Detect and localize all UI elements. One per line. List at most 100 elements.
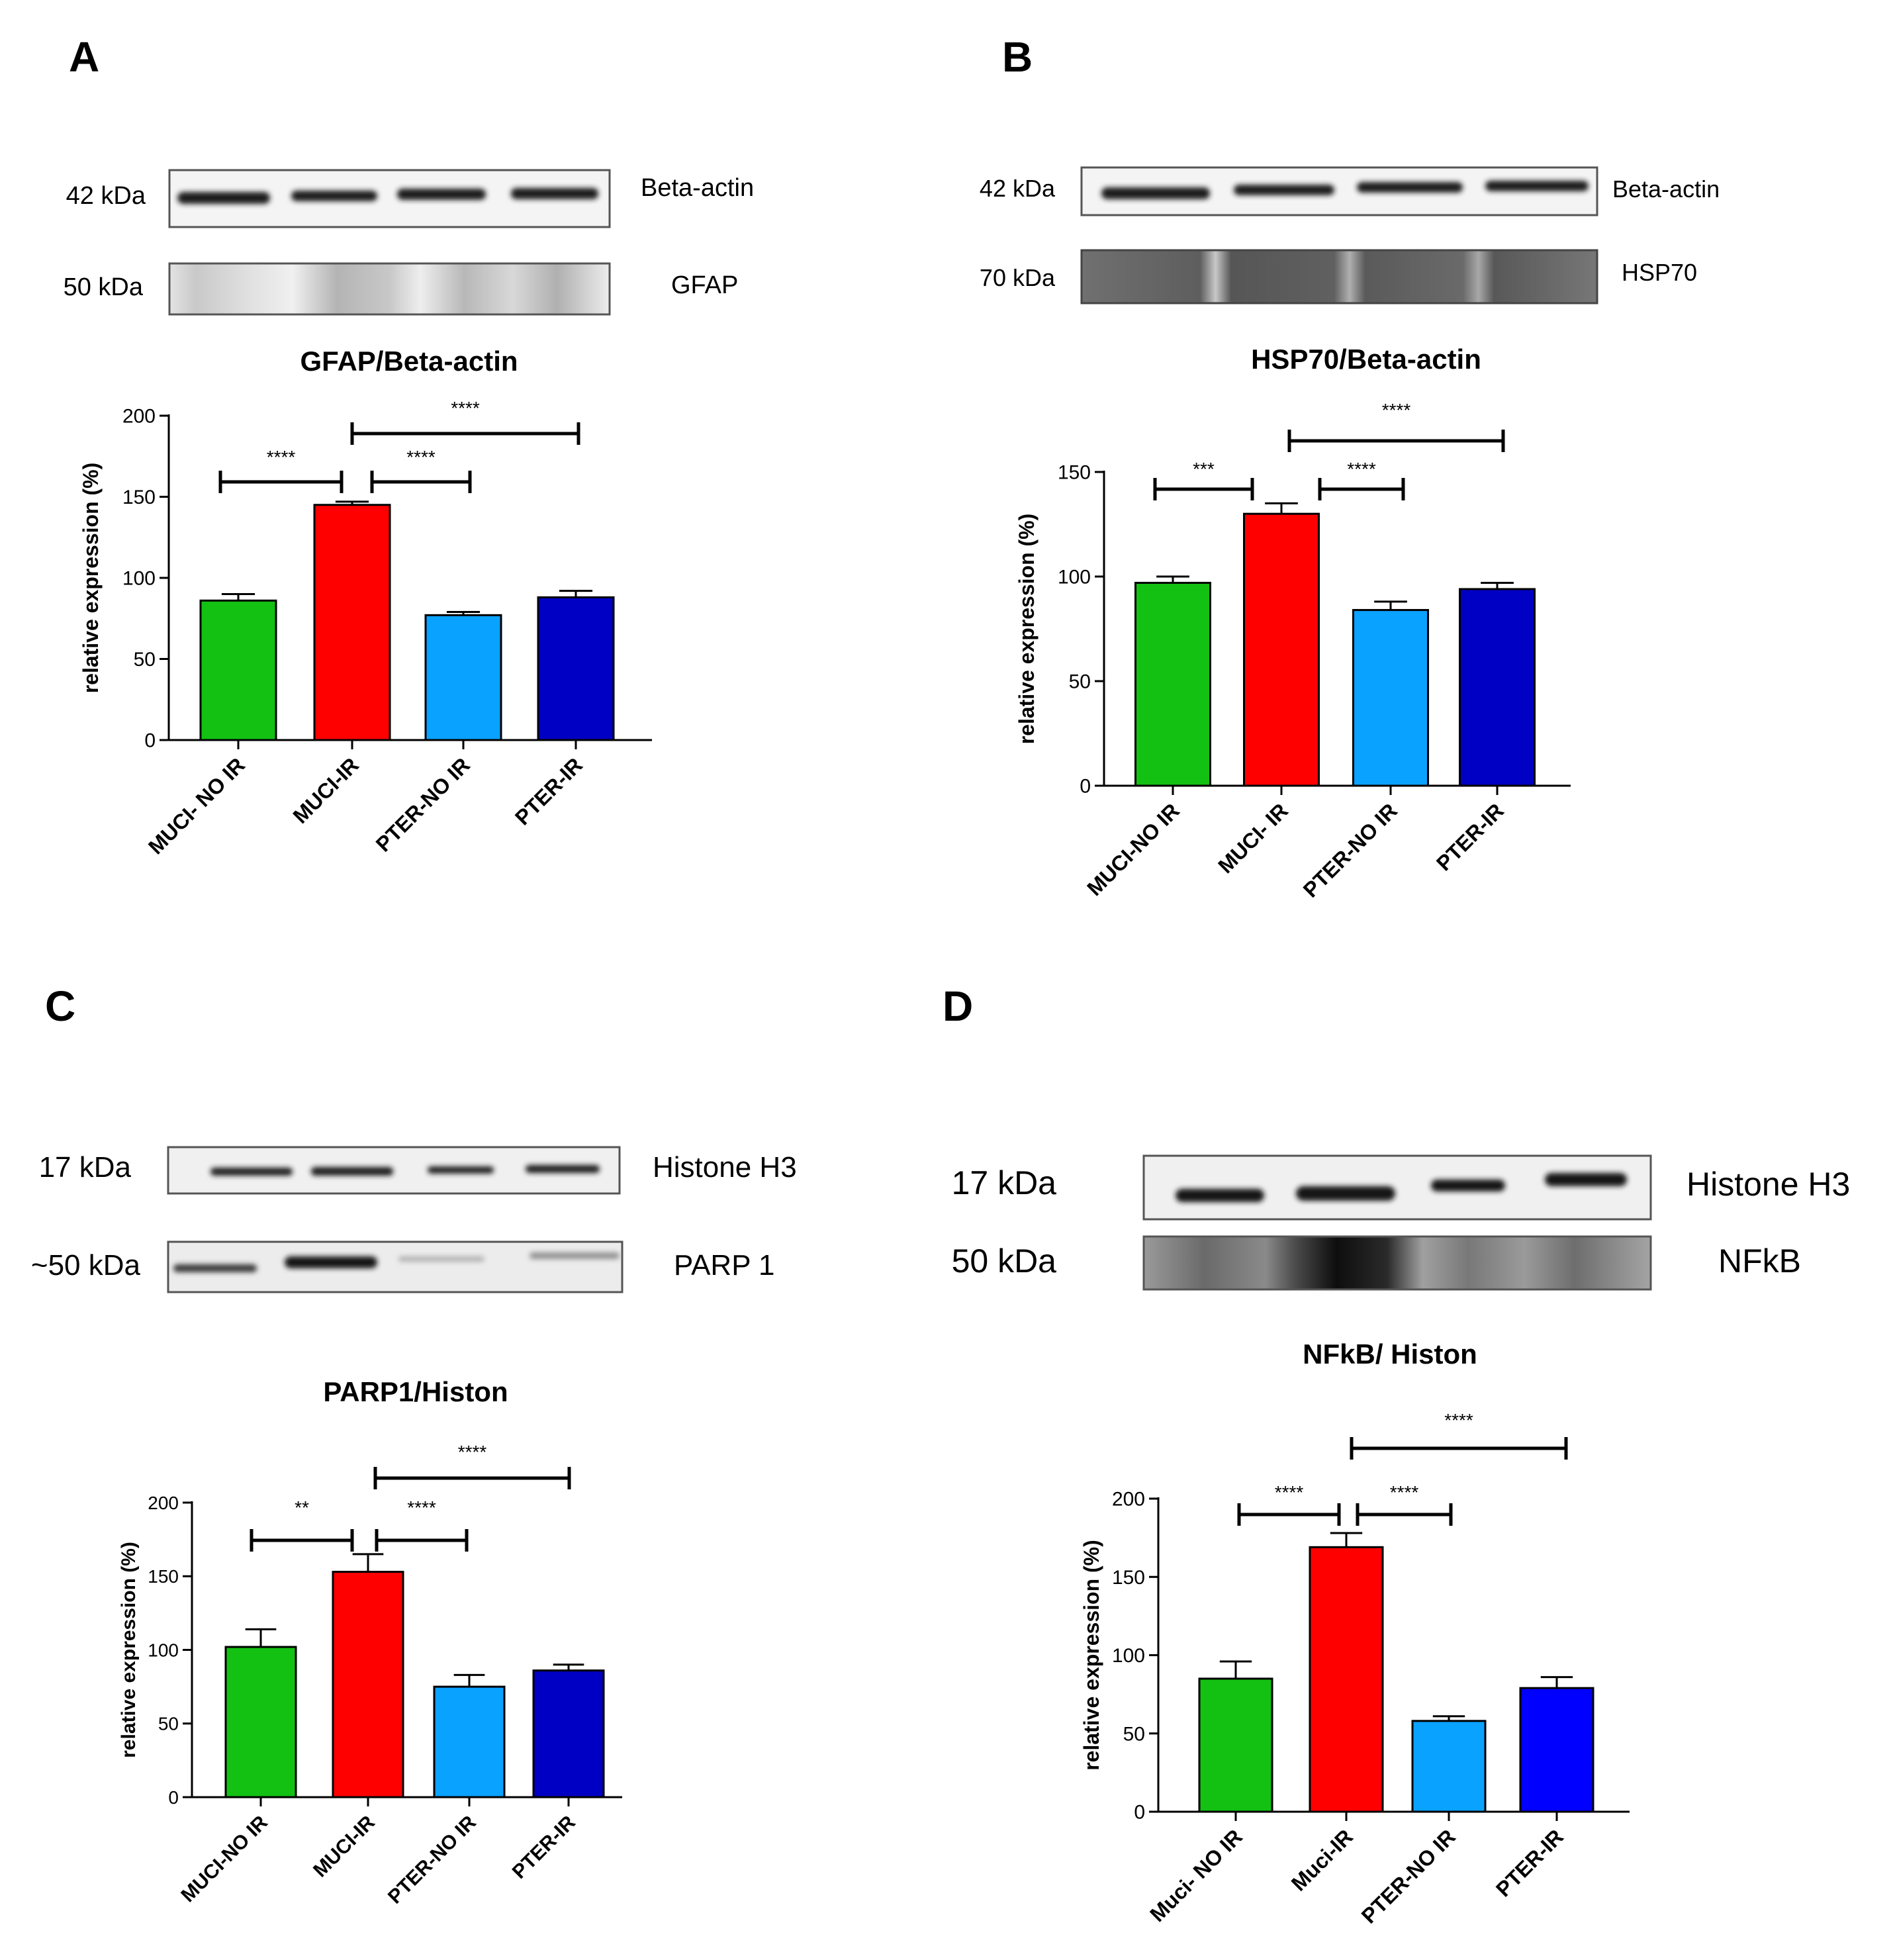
panel-letter-c: C	[45, 982, 75, 1030]
y-tick-label: 0	[1134, 1802, 1145, 1824]
x-category-label: MUCI-NO IR	[177, 1811, 272, 1906]
chart-title: PARP1/Histon	[323, 1376, 508, 1407]
x-category-label: PTER-IR	[1432, 798, 1508, 875]
x-category-label: MUCI- IR	[1213, 798, 1293, 878]
significance-stars: ****	[458, 1442, 487, 1462]
bar	[332, 1571, 404, 1798]
panel-letter-a: A	[69, 33, 99, 81]
blot-a-beta-actin-bands	[177, 188, 598, 204]
x-category-label: MUCI-NO IR	[1082, 798, 1184, 900]
significance-stars: ****	[451, 398, 480, 418]
y-axis-label: relative expression (%)	[118, 1542, 140, 1758]
blot-b-protein-1: Beta-actin	[1612, 175, 1720, 203]
significance-stars: ***	[1193, 459, 1215, 479]
bar	[313, 504, 391, 741]
significance-stars: ****	[1382, 400, 1411, 420]
blot-a-protein-1: Beta-actin	[641, 174, 754, 202]
blot-c-kda-2: ~50 kDa	[31, 1249, 141, 1282]
significance-stars: ****	[267, 447, 296, 467]
significance-stars: ****	[1347, 459, 1376, 479]
blot-d-kda-2: 50 kDa	[952, 1242, 1057, 1280]
chart-d-nfkb: NFkB/ Histon relative expression (%) 0 50 10…	[1080, 1338, 1630, 1928]
blot-d-protein-1: Histone H3	[1686, 1166, 1850, 1203]
blot-c-parp1-bands	[173, 1252, 620, 1272]
bar	[537, 596, 615, 741]
x-category-label: MUCI-IR	[309, 1811, 379, 1881]
y-tick-label: 100	[1058, 567, 1091, 588]
bar	[1411, 1720, 1487, 1813]
panel-letter-b: B	[1002, 33, 1033, 81]
bar	[1352, 609, 1429, 787]
blot-d-kda-1: 17 kDa	[952, 1164, 1057, 1201]
panel-letter-d: D	[943, 982, 973, 1030]
blot-c: 17 kDa ~50 kDa Histone H3 PARP 1	[31, 1146, 797, 1293]
blot-b-kda-1: 42 kDa	[980, 175, 1056, 202]
blot-b-kda-2: 70 kDa	[980, 264, 1056, 291]
significance-stars: **	[295, 1497, 309, 1518]
y-tick-label: 150	[122, 487, 156, 508]
blot-a-gfap-membrane	[168, 262, 611, 316]
blot-c-kda-1: 17 kDa	[39, 1151, 132, 1184]
x-category-label: MUCI-IR	[289, 753, 363, 827]
blot-c-histone-bands	[210, 1165, 600, 1176]
y-tick-label: 200	[1112, 1489, 1145, 1511]
bar	[532, 1669, 605, 1798]
significance-stars: ****	[407, 1497, 436, 1518]
bar	[199, 599, 277, 741]
y-tick-label: 200	[122, 406, 156, 428]
significance-stars: ****	[406, 447, 436, 467]
x-category-label: Muci-IR	[1287, 1824, 1358, 1895]
y-tick-label: 50	[158, 1714, 179, 1734]
y-tick-label: 50	[1123, 1723, 1145, 1745]
y-tick-label: 150	[1058, 462, 1091, 484]
blot-d-histone-bands	[1176, 1173, 1627, 1202]
y-tick-label: 0	[168, 1787, 179, 1808]
x-category-label: PTER-NO IR	[384, 1811, 481, 1908]
y-tick-label: 100	[122, 568, 156, 590]
blot-a-kda-2: 50 kDa	[64, 273, 144, 301]
bar	[1243, 512, 1320, 787]
y-axis-label: relative expression (%)	[1080, 1540, 1103, 1771]
y-axis-label: relative expression (%)	[79, 463, 103, 694]
x-category-label: PTER-NO IR	[1357, 1824, 1460, 1928]
chart-c-parp1: PARP1/Histon relative expression (%) 0 50 10…	[118, 1376, 622, 1908]
x-category-label: MUCI- NO IR	[144, 753, 250, 859]
bar	[424, 614, 502, 741]
chart-a-gfap: GFAP/Beta-actin relative expression (%) 0 5…	[79, 346, 652, 859]
significance-stars: ****	[1444, 1410, 1473, 1430]
bar	[433, 1685, 506, 1798]
blot-a-protein-2: GFAP	[671, 271, 738, 299]
significance-stars: ****	[1390, 1482, 1419, 1503]
y-tick-label: 150	[1112, 1567, 1145, 1589]
bar	[224, 1646, 297, 1798]
bar	[1198, 1677, 1273, 1813]
chart-b-hsp70: HSP70/Beta-actin relative expression (%) 0…	[1015, 344, 1571, 902]
bar	[1519, 1687, 1594, 1813]
y-tick-label: 100	[1112, 1645, 1145, 1667]
y-tick-label: 0	[144, 730, 156, 752]
y-tick-label: 50	[1069, 671, 1091, 693]
chart-title: GFAP/Beta-actin	[300, 346, 518, 377]
blot-a: 42 kDa 50 kDa Beta-actin GFAP	[64, 169, 754, 316]
blot-d-nfkb-membrane	[1142, 1235, 1652, 1291]
blot-a-kda-1: 42 kDa	[66, 182, 146, 210]
x-category-label: PTER-IR	[508, 1811, 580, 1883]
y-tick-label: 100	[148, 1640, 179, 1660]
blot-c-protein-2: PARP 1	[674, 1249, 774, 1282]
y-tick-label: 0	[1080, 776, 1091, 798]
y-tick-label: 50	[134, 649, 156, 671]
x-category-label: PTER-IR	[1491, 1824, 1568, 1901]
bar	[1309, 1546, 1384, 1813]
x-category-label: PTER-NO IR	[1299, 798, 1402, 902]
blot-b-beta-actin-bands	[1101, 181, 1589, 199]
chart-title: HSP70/Beta-actin	[1251, 344, 1481, 375]
chart-title: NFkB/ Histon	[1303, 1338, 1477, 1370]
bar	[1459, 588, 1536, 787]
x-category-label: PTER-IR	[510, 753, 587, 829]
bar	[1134, 581, 1211, 787]
blot-b-protein-2: HSP70	[1622, 259, 1697, 286]
y-tick-label: 200	[148, 1493, 179, 1513]
x-category-label: Muci- NO IR	[1145, 1824, 1247, 1926]
blot-d-protein-2: NFkB	[1718, 1242, 1801, 1280]
